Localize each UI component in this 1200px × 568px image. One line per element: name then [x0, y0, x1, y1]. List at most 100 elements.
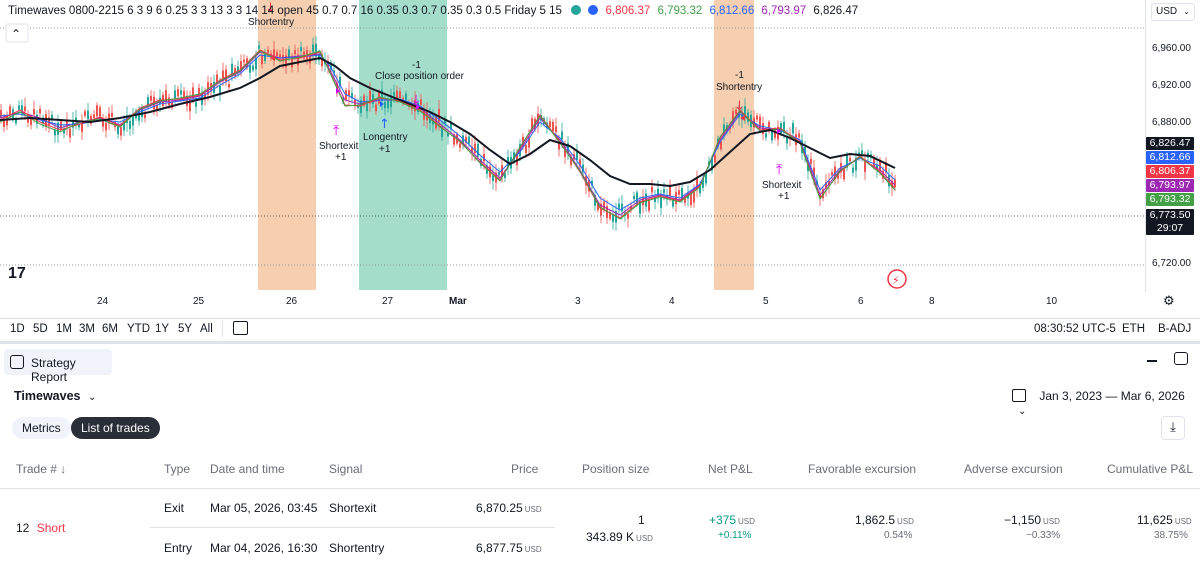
tab-metrics[interactable]: Metrics [12, 417, 71, 439]
download-icon[interactable]: ⤓ [1161, 416, 1185, 440]
candle-body [501, 165, 503, 177]
session-eth[interactable]: ETH [1122, 323, 1145, 335]
candle-body [672, 199, 674, 207]
marker-tri [336, 88, 340, 94]
time-axis[interactable]: 24 25 26 27 Mar 3 4 5 6 8 10 [0, 292, 1145, 310]
shortentry-arrow-1: ↓ [265, 1, 276, 16]
candle-body [843, 169, 845, 180]
label-shortexit-2-qty: +1 [778, 191, 790, 202]
tab-list-of-trades[interactable]: List of trades [71, 417, 160, 439]
candle-body [594, 195, 596, 206]
price-chart[interactable]: ↓ ⤒ ↑ ⤓ ↓ ⤒ Shortentry Shortexit +1 Long… [0, 0, 1145, 292]
candle-body [444, 119, 446, 124]
candle-body [219, 86, 221, 93]
minimize-icon[interactable] [1147, 360, 1157, 362]
candle-body [273, 49, 275, 58]
candle-body [696, 177, 698, 190]
candle-body [228, 83, 230, 88]
range-1d[interactable]: 1D [10, 323, 25, 335]
candle-body [699, 185, 701, 194]
candle-body [276, 52, 278, 56]
candle-body [633, 196, 635, 200]
candle-body [636, 192, 638, 205]
clock-time[interactable]: 08:30:52 UTC-5 [1034, 323, 1116, 335]
candle-body [87, 110, 89, 120]
candle-body [498, 172, 500, 176]
range-6m[interactable]: 6M [102, 323, 118, 335]
label-close-qty: -1 [412, 60, 421, 71]
range-ytd[interactable]: YTD [127, 323, 150, 335]
session-zone-orange-1 [258, 0, 316, 290]
candle-body [381, 89, 383, 101]
candle-body [798, 133, 800, 138]
collapse-legend-button[interactable] [5, 23, 29, 43]
adjustment-toggle[interactable]: B-ADJ [1158, 323, 1192, 335]
candle-body [351, 92, 353, 99]
candle-body [639, 200, 641, 214]
ma-green [0, 50, 896, 220]
toolbar-divider [222, 321, 223, 337]
candle-body [420, 99, 422, 105]
time-tick: 3 [575, 296, 581, 307]
header-cumulative: Cumulative P&L [1107, 462, 1194, 476]
candle-body [3, 119, 5, 127]
candle-body [732, 111, 734, 125]
candle-body [786, 135, 788, 144]
marker-tri [380, 101, 384, 107]
chevron-down-icon: ⌄ [87, 392, 97, 403]
price-tick: 6,920.00 [1152, 80, 1191, 91]
candle-body [330, 62, 332, 70]
candle-body [690, 192, 692, 206]
range-1y[interactable]: 1Y [155, 323, 170, 335]
candle-body [711, 158, 713, 171]
candle-body [714, 155, 716, 163]
candle-body [675, 192, 677, 205]
candle-body [549, 121, 551, 127]
candle-body [651, 186, 653, 193]
price-axis[interactable]: USD ⌄ [1145, 0, 1200, 292]
range-all[interactable]: All [200, 323, 213, 335]
currency-select[interactable]: USD ⌄ [1151, 3, 1195, 21]
trade-number: 12 Short [16, 521, 66, 535]
candle-body [363, 95, 365, 106]
candle-body [888, 175, 890, 187]
chevron-down-icon: ⌄ [1018, 406, 1027, 417]
candle-body [492, 175, 494, 182]
strategy-report-tab[interactable]: Strategy Report [4, 349, 112, 384]
exit-signal: Shortexit [329, 501, 377, 515]
candle-body [321, 54, 323, 67]
maximize-icon[interactable] [1174, 352, 1188, 365]
strategy-select[interactable]: Timewaves ⌄ [14, 389, 96, 403]
candle-body [660, 196, 662, 208]
header-date: Date and time [210, 462, 285, 476]
header-favorable: Favorable excursion [808, 462, 917, 476]
candle-body [627, 213, 629, 219]
date-range-picker[interactable]: Jan 3, 2023 — Mar 6, 2026 ⌄ [1012, 389, 1200, 417]
candle-body [369, 90, 371, 104]
gear-icon[interactable]: ⚙ [1163, 294, 1175, 309]
candle-body [6, 116, 8, 126]
calendar-icon[interactable] [233, 321, 248, 335]
range-5d[interactable]: 5D [33, 323, 48, 335]
indicator-title: Timewaves 0800-2215 6 3 9 6 0.25 3 3 13 … [8, 5, 562, 17]
header-signal: Signal [329, 462, 363, 476]
settings-icon[interactable] [588, 5, 599, 15]
range-3m[interactable]: 3M [79, 323, 95, 335]
strategy-report-title: Strategy Report [31, 356, 76, 384]
chart-area[interactable]: ↓ ⤒ ↑ ⤓ ↓ ⤒ Shortentry Shortexit +1 Long… [0, 0, 1200, 318]
range-5y[interactable]: 5Y [178, 323, 193, 335]
candle-body [144, 114, 146, 119]
legend-value-blue: 6,812.66 [709, 5, 755, 17]
range-1m[interactable]: 1M [56, 323, 72, 335]
eye-icon[interactable] [571, 5, 582, 15]
header-price: Price [511, 462, 539, 476]
header-trade-num[interactable]: Trade # ↓ [16, 462, 67, 476]
candle-body [390, 95, 392, 108]
candle-body [774, 129, 776, 138]
label-shortentry-1: Shortentry [248, 17, 294, 28]
candle-body [864, 159, 866, 173]
time-tick: 27 [382, 296, 394, 307]
candle-body [852, 167, 854, 173]
candle-body [723, 124, 725, 134]
candle-body [576, 152, 578, 161]
